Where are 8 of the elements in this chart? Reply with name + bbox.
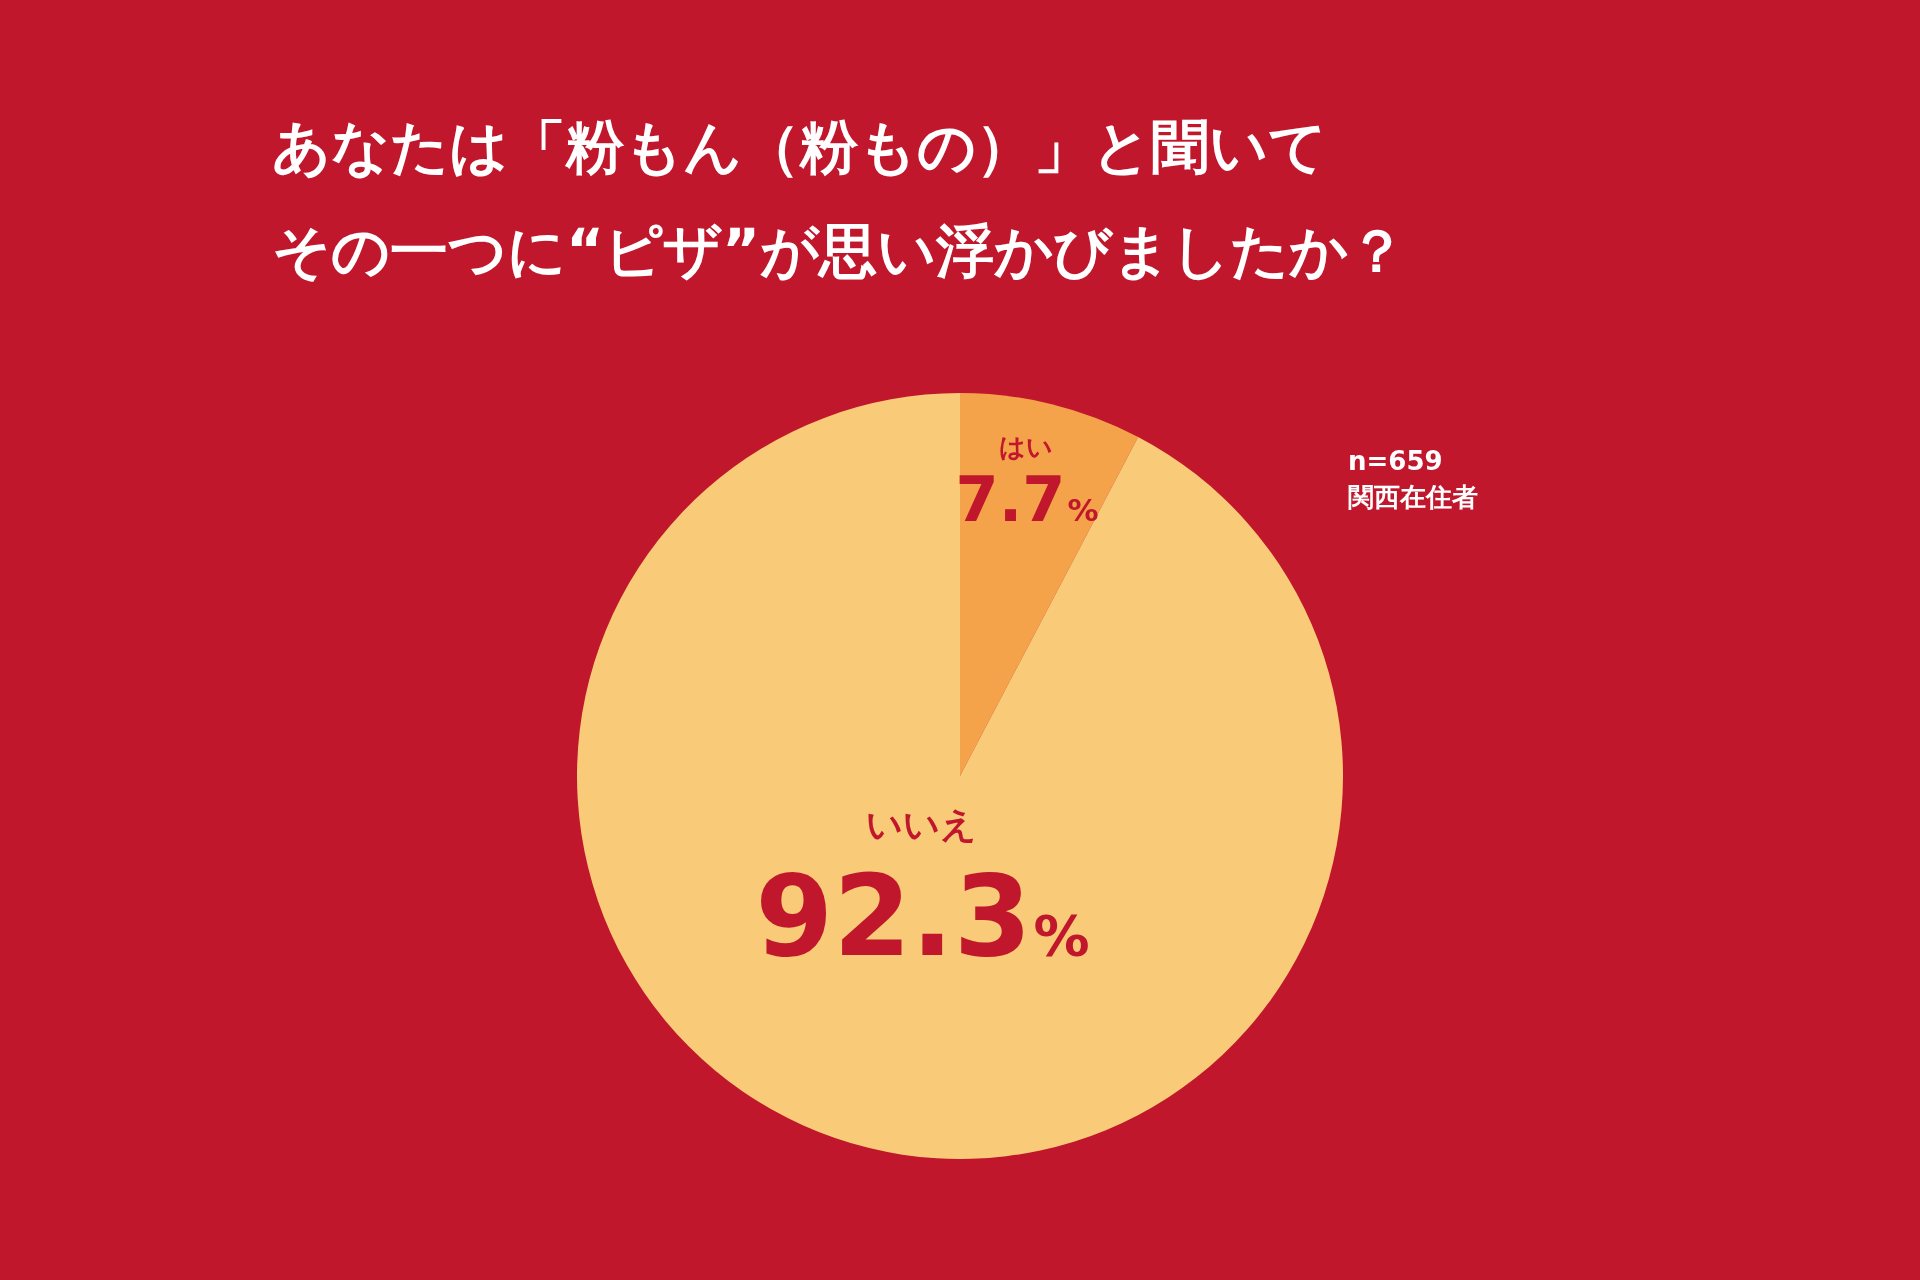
text: 関西在住者 [1348,481,1478,514]
data-label: 7.7% [955,462,1099,536]
chart-subtitle: その一つに“ピザ”が思い浮かびましたか？ [272,216,1407,287]
slice-label: はい [999,431,1054,462]
text: n=659 [1348,445,1444,478]
data-label: 92.3% [755,850,1090,981]
chart-title: あなたは「粉もん（粉もの）」と聞いて [272,112,1328,183]
slice-label: いいえ [865,803,977,845]
